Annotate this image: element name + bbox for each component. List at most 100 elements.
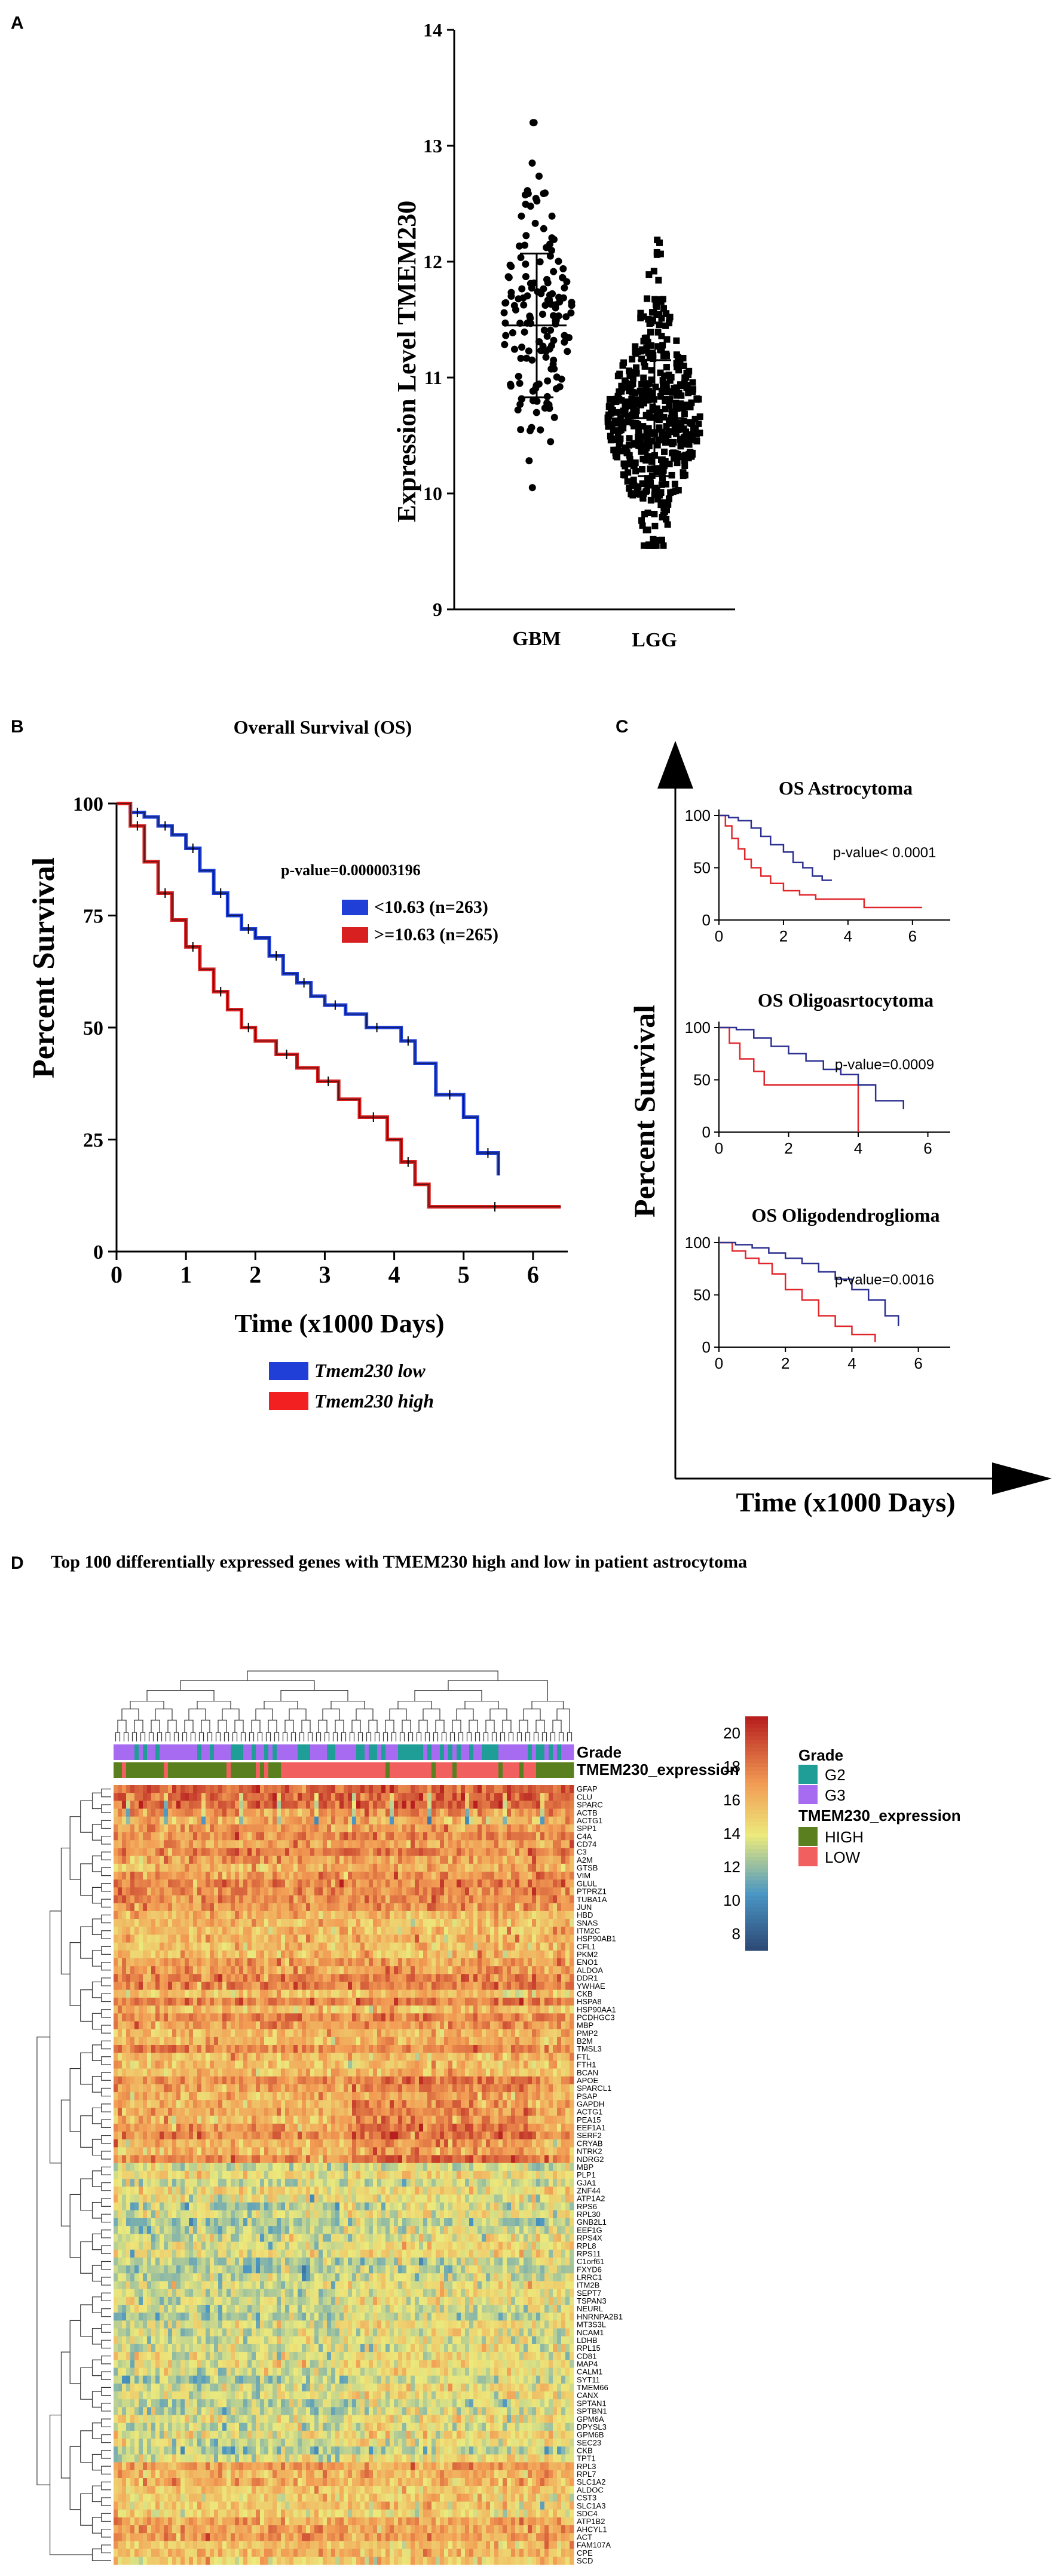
panel-d-heat-cell [310,1832,315,1841]
panel-d-heat-cell [431,1793,436,1801]
panel-d-heat-cell [511,2013,516,2022]
panel-d-grade-cell [498,1744,503,1760]
panel-d-grade-cell [478,1744,482,1760]
panel-d-heat-cell [373,1997,378,2006]
panel-d-expr-cell [180,1762,185,1778]
panel-d-dendro-top-branch [322,1709,340,1721]
panel-d-heat-cell [231,1927,235,1935]
panel-d-heat-cell [503,1934,507,1943]
panel-d-heat-cell [126,2005,131,2014]
panel-d-heat-cell [160,2037,164,2046]
panel-d-heat-cell [532,1982,537,1991]
panel-d-dendro-top-branch [516,1732,522,1741]
panel-d-heat-cell [490,1997,495,2006]
panel-d-heat-cell [385,2021,390,2030]
panel-d-heat-cell [339,1974,344,1982]
panel-d-grade-cell [277,1744,281,1760]
panel-d-heat-cell [436,2029,440,2038]
panel-d-heat-cell [310,1824,315,1833]
panel-d-heat-cell [168,1927,173,1935]
panel-d-expr-cell [431,1762,436,1778]
panel-d-heat-cell [176,1887,181,1896]
panel-a-point-lgg [628,399,635,406]
panel-d-heat-cell [540,1887,545,1896]
panel-d-heat-cell [415,1989,420,1998]
panel-d-heat-cell [201,1934,206,1943]
panel-d-heat-cell [335,1903,340,1912]
panel-d-heat-cell [243,1982,248,1991]
panel-b-xtick-label: 3 [319,1261,330,1288]
panel-d-heat-cell [427,1879,432,1888]
panel-a-point-lgg [654,329,662,336]
panel-d-heat-cell [252,1927,256,1935]
panel-d-heat-cell [369,1808,374,1817]
panel-a-point-lgg [662,480,669,487]
panel-d-heat-cell [331,1832,336,1841]
panel-d-grade-cell [201,1744,206,1760]
panel-d-heat-cell [139,1934,143,1943]
panel-d-heat-cell [114,1832,118,1841]
panel-d-heat-cell [465,2005,470,2014]
panel-d-heat-cell [139,1848,143,1857]
panel-d-heat-cell [348,1934,353,1943]
panel-d-heat-cell [302,1895,307,1904]
panel-d-heat-cell [381,1982,386,1991]
panel-d-heat-cell [431,1989,436,1998]
panel-a-point-lgg [626,367,633,375]
panel-d-heat-cell [310,2013,315,2022]
panel-d-heat-cell [289,1816,294,1825]
panel-a-point-lgg [639,466,646,473]
panel-d-heat-cell [247,1848,252,1857]
panel-d-heat-cell [160,1958,164,1967]
panel-d-heat-cell [553,1903,558,1912]
panel-d-heat-cell [139,1974,143,1982]
panel-d-heat-cell [544,1863,549,1872]
panel-d-heat-cell [298,1879,302,1888]
panel-d-heat-cell [528,1919,532,1927]
panel-d-heat-cell [390,2029,394,2038]
panel-d-heat-cell [176,1808,181,1817]
panel-d-heat-cell [540,1785,545,1793]
panel-d-heat-cell [532,1879,537,1888]
panel-c-subplot-title: OS Astrocytoma [779,777,913,799]
panel-d-heat-cell [369,1903,374,1912]
panel-d-heat-cell [381,1808,386,1817]
panel-d-heat-cell [227,2013,231,2022]
panel-d-expr-cell [524,1762,528,1778]
panel-a-point-lgg [648,437,656,444]
panel-d-grade-cell [168,1744,173,1760]
panel-d-heat-cell [348,2029,353,2038]
panel-a-point-lgg [606,395,613,403]
panel-d-heat-cell [444,1910,449,1919]
panel-d-heat-cell [323,1934,328,1943]
panel-d-heat-cell [193,2045,198,2053]
panel-d-heat-cell [273,2045,277,2053]
panel-d-heat-cell [352,1879,357,1888]
panel-d-heat-cell [118,2029,123,2038]
panel-d-heat-cell [398,1785,403,1793]
panel-d-heat-cell [285,1919,290,1927]
panel-d-heat-cell [134,1856,139,1864]
panel-d-heat-cell [385,1840,390,1848]
panel-d-heat-cell [486,1974,491,1982]
panel-d-heat-cell [565,2029,570,2038]
panel-d-dendro-left-branch [80,2367,93,2400]
panel-d-heat-cell [210,1895,215,1904]
panel-d-heat-cell [528,1824,532,1833]
panel-d-heat-cell [268,2021,273,2030]
panel-d-heat-cell [285,1934,290,1943]
panel-d-dendro-top-branch [351,1719,361,1733]
panel-d-grade-cell [553,1744,558,1760]
panel-d-heat-cell [122,1895,127,1904]
panel-d-heat-cell [411,1982,415,1991]
panel-d-heat-cell [252,1879,256,1888]
panel-d-heat-cell [503,1785,507,1793]
panel-d-heat-cell [356,1989,361,1998]
panel-d-heat-cell [440,2045,445,2053]
panel-d-heat-cell [285,1927,290,1935]
panel-d-heat-cell [252,2029,256,2038]
panel-d-heat-cell [431,1910,436,1919]
panel-d-heat-cell [402,1958,407,1967]
panel-d-heat-cell [373,1785,378,1793]
panel-d-heat-cell [210,1879,215,1888]
